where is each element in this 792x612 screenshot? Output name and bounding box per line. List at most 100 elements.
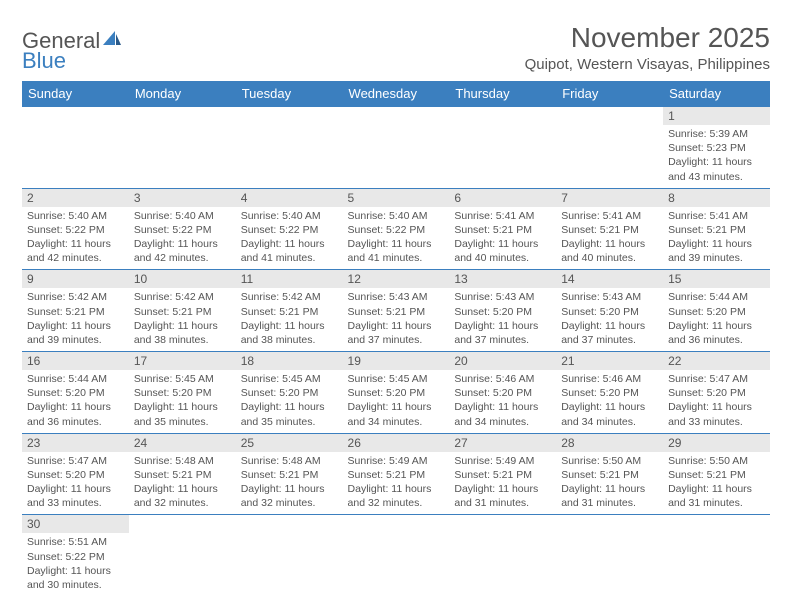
sunrise-text: Sunrise: 5:50 AM [668,454,765,468]
week-row: 30Sunrise: 5:51 AMSunset: 5:22 PMDayligh… [22,515,770,596]
daylight-text: Daylight: 11 hours and 35 minutes. [134,400,231,428]
day-cell [129,515,236,596]
daylight-text: Daylight: 11 hours and 39 minutes. [27,319,124,347]
sunset-text: Sunset: 5:20 PM [668,305,765,319]
sunset-text: Sunset: 5:20 PM [454,386,551,400]
daylight-text: Daylight: 11 hours and 32 minutes. [134,482,231,510]
day-number: 18 [236,352,343,370]
day-number: 6 [449,189,556,207]
col-sunday: Sunday [22,81,129,107]
day-cell: 10Sunrise: 5:42 AMSunset: 5:21 PMDayligh… [129,270,236,352]
sunrise-text: Sunrise: 5:41 AM [454,209,551,223]
title-block: November 2025 Quipot, Western Visayas, P… [525,22,770,73]
day-number: 26 [343,434,450,452]
day-number: 8 [663,189,770,207]
sunset-text: Sunset: 5:21 PM [561,223,658,237]
day-content: Sunrise: 5:45 AMSunset: 5:20 PMDaylight:… [129,370,236,433]
day-number: 27 [449,434,556,452]
day-number: 9 [22,270,129,288]
day-cell: 4Sunrise: 5:40 AMSunset: 5:22 PMDaylight… [236,188,343,270]
week-row: 23Sunrise: 5:47 AMSunset: 5:20 PMDayligh… [22,433,770,515]
day-number: 19 [343,352,450,370]
daylight-text: Daylight: 11 hours and 33 minutes. [668,400,765,428]
location: Quipot, Western Visayas, Philippines [525,56,770,73]
day-content: Sunrise: 5:41 AMSunset: 5:21 PMDaylight:… [663,207,770,270]
daylight-text: Daylight: 11 hours and 36 minutes. [668,319,765,347]
sunrise-text: Sunrise: 5:40 AM [348,209,445,223]
day-number: 28 [556,434,663,452]
daylight-text: Daylight: 11 hours and 36 minutes. [27,400,124,428]
day-cell [129,107,236,189]
daylight-text: Daylight: 11 hours and 37 minutes. [454,319,551,347]
sunset-text: Sunset: 5:21 PM [668,468,765,482]
day-content: Sunrise: 5:46 AMSunset: 5:20 PMDaylight:… [556,370,663,433]
sunrise-text: Sunrise: 5:51 AM [27,535,124,549]
day-number: 23 [22,434,129,452]
daylight-text: Daylight: 11 hours and 40 minutes. [454,237,551,265]
day-cell: 25Sunrise: 5:48 AMSunset: 5:21 PMDayligh… [236,433,343,515]
sunrise-text: Sunrise: 5:47 AM [668,372,765,386]
daylight-text: Daylight: 11 hours and 41 minutes. [241,237,338,265]
week-row: 16Sunrise: 5:44 AMSunset: 5:20 PMDayligh… [22,352,770,434]
day-content: Sunrise: 5:44 AMSunset: 5:20 PMDaylight:… [663,288,770,351]
col-monday: Monday [129,81,236,107]
sunrise-text: Sunrise: 5:41 AM [668,209,765,223]
day-content: Sunrise: 5:40 AMSunset: 5:22 PMDaylight:… [129,207,236,270]
sunset-text: Sunset: 5:22 PM [241,223,338,237]
day-content: Sunrise: 5:45 AMSunset: 5:20 PMDaylight:… [236,370,343,433]
day-content: Sunrise: 5:41 AMSunset: 5:21 PMDaylight:… [556,207,663,270]
sunrise-text: Sunrise: 5:43 AM [348,290,445,304]
sunrise-text: Sunrise: 5:41 AM [561,209,658,223]
day-number: 5 [343,189,450,207]
sunset-text: Sunset: 5:20 PM [454,305,551,319]
day-cell: 21Sunrise: 5:46 AMSunset: 5:20 PMDayligh… [556,352,663,434]
day-content: Sunrise: 5:51 AMSunset: 5:22 PMDaylight:… [22,533,129,596]
day-number: 16 [22,352,129,370]
daylight-text: Daylight: 11 hours and 40 minutes. [561,237,658,265]
day-cell [449,515,556,596]
day-cell [556,107,663,189]
day-number: 1 [663,107,770,125]
sunrise-text: Sunrise: 5:48 AM [241,454,338,468]
day-cell: 15Sunrise: 5:44 AMSunset: 5:20 PMDayligh… [663,270,770,352]
day-number: 20 [449,352,556,370]
day-cell: 7Sunrise: 5:41 AMSunset: 5:21 PMDaylight… [556,188,663,270]
day-number: 13 [449,270,556,288]
day-content: Sunrise: 5:44 AMSunset: 5:20 PMDaylight:… [22,370,129,433]
day-cell: 17Sunrise: 5:45 AMSunset: 5:20 PMDayligh… [129,352,236,434]
day-number: 7 [556,189,663,207]
day-cell: 30Sunrise: 5:51 AMSunset: 5:22 PMDayligh… [22,515,129,596]
sunset-text: Sunset: 5:23 PM [668,141,765,155]
sunset-text: Sunset: 5:21 PM [561,468,658,482]
daylight-text: Daylight: 11 hours and 42 minutes. [27,237,124,265]
daylight-text: Daylight: 11 hours and 31 minutes. [454,482,551,510]
week-row: 2Sunrise: 5:40 AMSunset: 5:22 PMDaylight… [22,188,770,270]
col-saturday: Saturday [663,81,770,107]
sunrise-text: Sunrise: 5:45 AM [241,372,338,386]
day-content: Sunrise: 5:43 AMSunset: 5:20 PMDaylight:… [449,288,556,351]
sunrise-text: Sunrise: 5:47 AM [27,454,124,468]
daylight-text: Daylight: 11 hours and 38 minutes. [241,319,338,347]
month-title: November 2025 [525,22,770,54]
day-cell: 24Sunrise: 5:48 AMSunset: 5:21 PMDayligh… [129,433,236,515]
day-cell [22,107,129,189]
day-cell: 16Sunrise: 5:44 AMSunset: 5:20 PMDayligh… [22,352,129,434]
sunrise-text: Sunrise: 5:40 AM [27,209,124,223]
sunset-text: Sunset: 5:20 PM [27,386,124,400]
sunset-text: Sunset: 5:22 PM [27,223,124,237]
sunrise-text: Sunrise: 5:48 AM [134,454,231,468]
sunset-text: Sunset: 5:21 PM [454,468,551,482]
daylight-text: Daylight: 11 hours and 34 minutes. [348,400,445,428]
sunrise-text: Sunrise: 5:42 AM [27,290,124,304]
day-content: Sunrise: 5:42 AMSunset: 5:21 PMDaylight:… [236,288,343,351]
day-content: Sunrise: 5:46 AMSunset: 5:20 PMDaylight:… [449,370,556,433]
day-cell: 14Sunrise: 5:43 AMSunset: 5:20 PMDayligh… [556,270,663,352]
day-cell: 11Sunrise: 5:42 AMSunset: 5:21 PMDayligh… [236,270,343,352]
day-number: 2 [22,189,129,207]
sunset-text: Sunset: 5:21 PM [134,468,231,482]
day-number: 17 [129,352,236,370]
daylight-text: Daylight: 11 hours and 31 minutes. [668,482,765,510]
sunrise-text: Sunrise: 5:44 AM [27,372,124,386]
day-number: 10 [129,270,236,288]
header: General November 2025 Quipot, Western Vi… [22,22,770,73]
